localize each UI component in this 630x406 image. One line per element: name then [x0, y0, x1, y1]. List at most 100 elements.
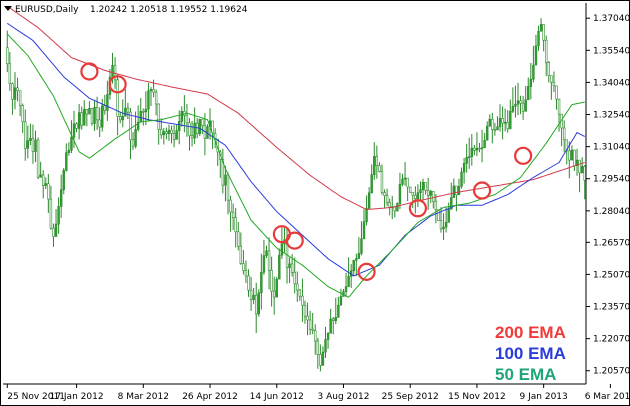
candle-body	[39, 174, 42, 178]
candle-body	[165, 131, 168, 135]
candle-body	[178, 121, 181, 131]
candle-body	[198, 119, 201, 135]
candle-body	[293, 271, 296, 285]
candle-body	[337, 304, 340, 318]
candle-body	[465, 157, 468, 164]
candle-body	[432, 191, 435, 202]
candle-body	[121, 115, 124, 121]
highlight-circle	[80, 62, 99, 81]
candle-body	[473, 147, 476, 151]
candle-body	[29, 137, 32, 141]
candle-body	[288, 263, 291, 269]
candle-body	[231, 211, 235, 218]
y-tick-label: 1.26570	[593, 238, 630, 248]
candle-body	[129, 111, 132, 141]
candle-body	[311, 328, 314, 331]
candle-body	[237, 231, 240, 247]
legend-50-ema: 50 EMA	[495, 365, 556, 384]
candle-body	[357, 253, 361, 259]
candle-body	[90, 108, 94, 124]
candle-body	[406, 177, 409, 188]
symbol-label: EURUSD,Daily	[15, 5, 79, 15]
chart-header: EURUSD,Daily 1.20242 1.20518 1.19552 1.1…	[4, 5, 248, 15]
candle-body	[339, 296, 343, 306]
candle-body	[537, 30, 540, 47]
candle-body	[229, 199, 232, 213]
candle-body	[298, 289, 302, 297]
candle-body	[6, 47, 9, 65]
candle-body	[347, 276, 350, 287]
candle-body	[98, 119, 101, 128]
candle-body	[190, 135, 194, 139]
candle-body	[49, 198, 53, 229]
candle-body	[511, 106, 515, 112]
candle-body	[575, 159, 579, 166]
candle-body	[539, 24, 543, 32]
y-tick-label: 1.22070	[593, 335, 630, 345]
100-ema-line	[7, 22, 585, 277]
candle-body	[101, 105, 104, 128]
candle-body	[239, 245, 243, 264]
candle-body	[13, 87, 17, 100]
candle-body	[95, 106, 99, 121]
candle-body	[57, 206, 60, 225]
candle-body	[195, 122, 199, 135]
candle-body	[324, 339, 327, 353]
x-tick-label: 3 Aug 2012	[318, 392, 370, 402]
candle-body	[555, 85, 558, 100]
candle-body	[409, 186, 412, 193]
candle-body	[221, 159, 225, 186]
highlight-circle	[357, 262, 376, 281]
candle-body	[31, 137, 35, 152]
candle-body	[355, 258, 358, 261]
candle-body	[552, 81, 556, 87]
candle-body	[378, 165, 381, 172]
candle-body	[162, 131, 166, 136]
candle-body	[185, 115, 189, 124]
candle-body	[383, 192, 386, 196]
highlight-circle	[514, 146, 533, 165]
candle-body	[532, 64, 535, 80]
candle-body	[85, 109, 89, 115]
candle-body	[244, 270, 248, 277]
candle-body	[144, 108, 148, 113]
candle-body	[424, 182, 427, 191]
candle-body	[257, 292, 260, 315]
candle-body	[252, 294, 255, 300]
candle-body	[11, 83, 14, 100]
candle-body	[93, 106, 96, 124]
candle-body	[147, 90, 150, 110]
candle-body	[265, 250, 268, 256]
candle-body	[545, 39, 548, 63]
candle-body	[334, 317, 337, 321]
candle-body	[583, 166, 586, 181]
candle-body	[88, 108, 91, 115]
candle-body	[452, 185, 456, 198]
candle-body	[493, 129, 497, 131]
candle-body	[111, 65, 114, 78]
candle-body	[83, 109, 86, 126]
candle-body	[70, 136, 73, 151]
candle-body	[188, 122, 191, 137]
y-tick-label: 1.32540	[593, 111, 630, 121]
candle-body	[578, 159, 581, 174]
y-tick-label: 1.28040	[593, 207, 630, 217]
x-tick-label: 25 Nov 2011	[7, 392, 65, 402]
candle-body	[106, 94, 109, 111]
candle-body	[157, 103, 160, 130]
candle-body	[478, 147, 481, 150]
candle-body	[455, 185, 458, 196]
candle-body	[326, 332, 330, 340]
candle-body	[170, 129, 173, 134]
candle-body	[562, 127, 566, 141]
candle-body	[321, 351, 325, 366]
candle-body	[521, 102, 525, 112]
candle-body	[414, 194, 417, 199]
x-tick-label: 9 Jan 2013	[520, 392, 568, 402]
candle-body	[542, 24, 545, 41]
candle-body	[154, 91, 158, 105]
candle-body	[506, 121, 509, 130]
candle-body	[573, 149, 576, 166]
candle-body	[329, 318, 332, 334]
candle-body	[139, 111, 142, 123]
